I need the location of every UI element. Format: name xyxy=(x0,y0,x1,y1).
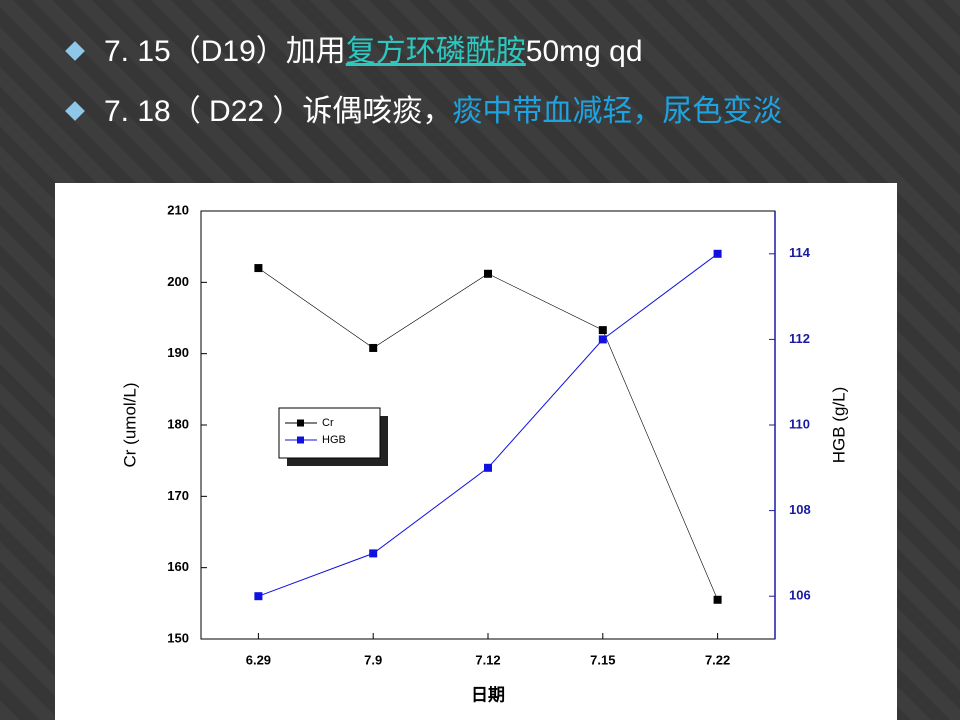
x-tick-label: 7.12 xyxy=(475,652,500,667)
y-tick-label: 170 xyxy=(167,488,189,503)
text-segment: 7. 18（ D22 ）诉偶咳痰， xyxy=(104,95,453,128)
y2-tick-label: 106 xyxy=(789,588,811,603)
x-tick-label: 7.15 xyxy=(590,652,615,667)
x-tick-label: 7.22 xyxy=(705,652,730,667)
data-point xyxy=(369,549,378,558)
link[interactable]: 复方环磷酰胺 xyxy=(345,35,526,68)
data-point xyxy=(713,595,722,604)
data-point xyxy=(598,335,607,344)
x-axis-title: 日期 xyxy=(471,685,505,704)
bullet-icon xyxy=(65,41,85,61)
legend-label: HGB xyxy=(322,434,346,446)
text-segment: 7. 15（D19）加用 xyxy=(104,35,346,68)
y2-tick-label: 114 xyxy=(789,245,811,260)
bullet-text: 7. 18（ D22 ）诉偶咳痰，痰中带血减轻，尿色变淡 xyxy=(104,88,898,136)
bullet: 7. 18（ D22 ）诉偶咳痰，痰中带血减轻，尿色变淡 xyxy=(65,88,898,136)
chart-background xyxy=(55,183,897,720)
y-tick-label: 200 xyxy=(167,274,189,289)
bullet: 7. 15（D19）加用复方环磷酰胺50mg qd xyxy=(65,28,898,76)
data-point xyxy=(713,249,722,258)
data-point xyxy=(369,343,378,352)
data-point xyxy=(254,592,263,601)
legend-marker xyxy=(297,419,304,427)
y-tick-label: 210 xyxy=(167,202,189,217)
y2-tick-label: 108 xyxy=(789,502,811,517)
y-axis-title: Cr (umol/L) xyxy=(120,382,139,467)
bullet-text: 7. 15（D19）加用复方环磷酰胺50mg qd xyxy=(104,28,898,76)
data-point xyxy=(484,269,492,278)
y-tick-label: 150 xyxy=(167,630,189,645)
text-segment: 50mg qd xyxy=(525,35,643,68)
chart: 150 160 170 180 190 200 210 106 108 110 112 114 6.29… xyxy=(55,183,897,720)
legend-box xyxy=(278,407,381,459)
y2-tick-label: 112 xyxy=(789,331,810,346)
y2-axis-title: HGB (g/L) xyxy=(829,387,848,464)
legend-label: Cr xyxy=(322,417,334,429)
y-tick-label: 190 xyxy=(167,345,189,360)
y-tick-label: 180 xyxy=(167,416,189,431)
y2-tick-label: 110 xyxy=(789,416,810,431)
legend-marker xyxy=(297,436,304,444)
data-point xyxy=(254,264,263,273)
text-segment: 痰中带血减轻，尿色变淡 xyxy=(452,95,783,128)
x-tick-label: 7.9 xyxy=(364,652,382,667)
data-point xyxy=(484,463,492,472)
bullet-icon xyxy=(65,101,85,121)
data-point xyxy=(598,326,607,335)
y-tick-label: 160 xyxy=(167,559,189,574)
x-tick-label: 6.29 xyxy=(246,652,271,667)
